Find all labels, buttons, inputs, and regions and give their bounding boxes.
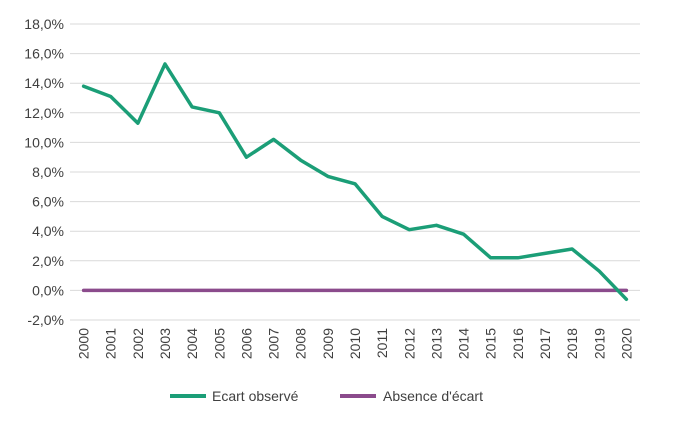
x-tick-label: 2002 [130, 328, 146, 359]
legend: Ecart observé Absence d'écart [170, 388, 483, 404]
y-tick-label: 12,0% [24, 105, 64, 121]
x-tick-label: 2007 [266, 328, 282, 359]
x-tick-label: 2018 [564, 328, 580, 359]
y-tick-label: 10,0% [24, 134, 64, 150]
y-axis-ticks: 18,0% 16,0% 14,0% 12,0% 10,0% 8,0% 6,0% 4,0% 2,0… [24, 16, 64, 328]
x-tick-label: 2014 [456, 328, 472, 359]
x-tick-label: 2012 [401, 328, 417, 359]
x-tick-label: 2020 [618, 328, 634, 359]
y-tick-label: -2,0% [27, 312, 64, 328]
x-tick-label: 2009 [320, 328, 336, 359]
x-tick-label: 2008 [293, 328, 309, 359]
x-tick-label: 2011 [374, 328, 390, 358]
x-tick-label: 2004 [184, 328, 200, 359]
grid-lines [70, 23, 640, 321]
x-tick-label: 2003 [157, 328, 173, 359]
x-tick-label: 2010 [347, 328, 363, 359]
y-tick-label: 0,0% [32, 282, 64, 298]
x-tick-label: 2015 [483, 328, 499, 359]
series-lines [81, 62, 629, 302]
y-tick-label: 2,0% [32, 253, 64, 269]
x-tick-label: 2001 [103, 328, 119, 359]
y-tick-label: 18,0% [24, 16, 64, 32]
x-tick-label: 2017 [537, 328, 553, 359]
x-tick-label: 2005 [211, 328, 227, 359]
x-tick-label: 2006 [238, 328, 254, 359]
x-axis-ticks: 2000 2001 2002 2003 2004 2005 2006 2007 2008 2009… [76, 328, 635, 359]
legend-item-absence-ecart: Absence d'écart [383, 388, 483, 404]
y-tick-label: 4,0% [32, 223, 64, 239]
series-line-ecart-observe [81, 62, 629, 302]
y-tick-label: 16,0% [24, 46, 64, 62]
x-tick-label: 2016 [510, 328, 526, 359]
y-tick-label: 14,0% [24, 75, 64, 91]
y-tick-label: 8,0% [32, 164, 64, 180]
legend-item-ecart-observe: Ecart observé [212, 388, 299, 404]
x-tick-label: 2019 [591, 328, 607, 359]
x-tick-label: 2013 [428, 328, 444, 359]
y-tick-label: 6,0% [32, 194, 64, 210]
x-tick-label: 2000 [76, 328, 92, 359]
